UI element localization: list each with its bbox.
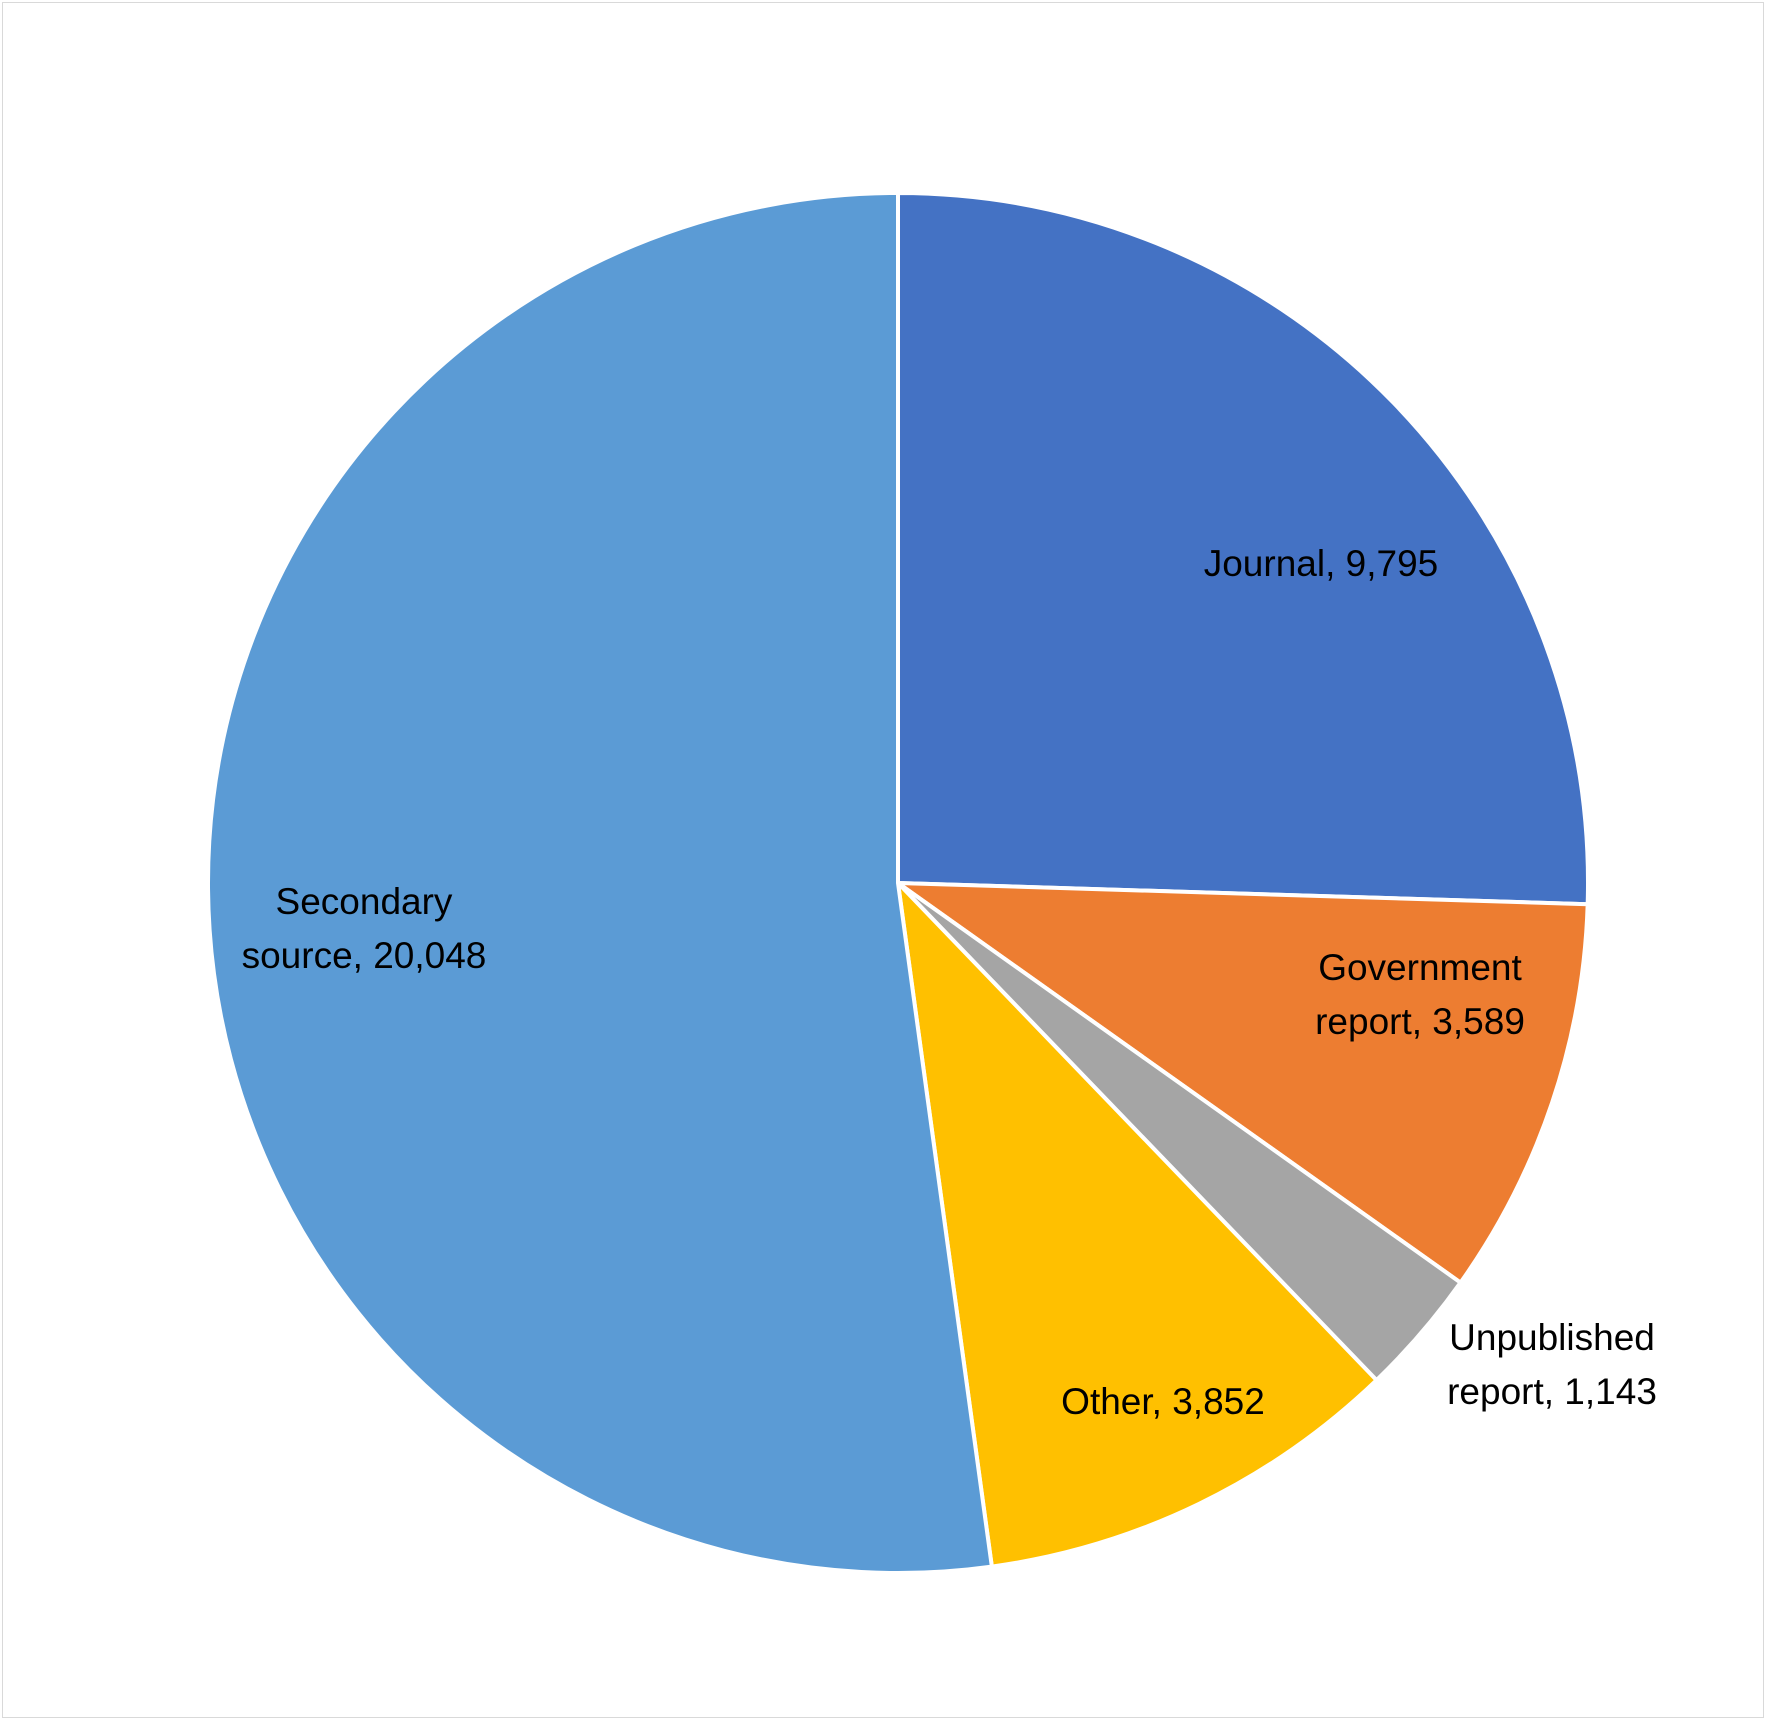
- data-label-secondary-source: Secondary source, 20,048: [242, 881, 487, 976]
- data-label-government-report: Government report, 3,589: [1315, 947, 1525, 1042]
- slice-journal: [896, 191, 1590, 907]
- data-label-line: report, 3,589: [1315, 1001, 1525, 1042]
- slice-secondary-source: [206, 191, 994, 1575]
- pie-slices: [206, 191, 1590, 1575]
- data-label-line: Unpublished: [1449, 1317, 1655, 1358]
- data-label-line: Government: [1318, 947, 1522, 988]
- data-label-line: Other, 3,852: [1061, 1381, 1265, 1422]
- slice-other: [896, 881, 1379, 1569]
- pie-chart: Journal, 9,795 Government report, 3,589 Unp…: [206, 191, 1657, 1575]
- data-label-line: Journal, 9,795: [1204, 543, 1439, 584]
- data-label-other: Other, 3,852: [1061, 1381, 1265, 1422]
- pie-labels: Journal, 9,795 Government report, 3,589 Unp…: [242, 543, 1657, 1422]
- data-label-journal: Journal, 9,795: [1204, 543, 1439, 584]
- data-label-line: report, 1,143: [1447, 1371, 1657, 1412]
- slice-government-report: [896, 881, 1590, 1285]
- data-label-line: Secondary: [276, 881, 453, 922]
- data-label-unpublished-report: Unpublished report, 1,143: [1447, 1317, 1657, 1412]
- data-label-line: source, 20,048: [242, 935, 487, 976]
